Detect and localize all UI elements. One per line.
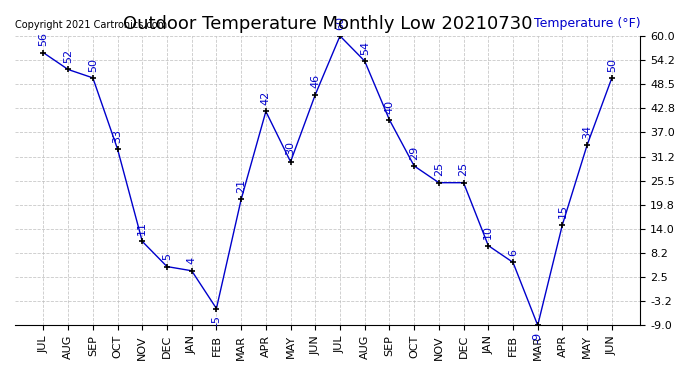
Text: 52: 52 <box>63 49 73 63</box>
Text: 5: 5 <box>162 253 172 260</box>
Text: 40: 40 <box>384 99 395 114</box>
Text: 10: 10 <box>483 225 493 239</box>
Text: 42: 42 <box>261 91 271 105</box>
Text: 6: 6 <box>508 249 518 256</box>
Title: Outdoor Temperature Monthly Low 20210730: Outdoor Temperature Monthly Low 20210730 <box>123 15 533 33</box>
Text: 46: 46 <box>310 74 320 88</box>
Text: 33: 33 <box>112 129 123 143</box>
Text: 30: 30 <box>286 141 295 156</box>
Text: 25: 25 <box>459 162 469 176</box>
Text: 4: 4 <box>187 257 197 264</box>
Text: 21: 21 <box>236 179 246 193</box>
Text: Temperature (°F): Temperature (°F) <box>533 17 640 30</box>
Text: 15: 15 <box>558 204 567 218</box>
Text: 34: 34 <box>582 124 592 139</box>
Text: 54: 54 <box>359 41 370 55</box>
Text: 11: 11 <box>137 221 147 235</box>
Text: -5: -5 <box>211 315 221 326</box>
Text: 50: 50 <box>88 58 98 72</box>
Text: 29: 29 <box>409 146 419 160</box>
Text: 50: 50 <box>607 58 617 72</box>
Text: 25: 25 <box>434 162 444 176</box>
Text: 56: 56 <box>39 32 48 46</box>
Text: 60: 60 <box>335 16 345 30</box>
Text: Copyright 2021 Cartronics.com: Copyright 2021 Cartronics.com <box>15 20 167 30</box>
Text: -9: -9 <box>533 332 543 343</box>
